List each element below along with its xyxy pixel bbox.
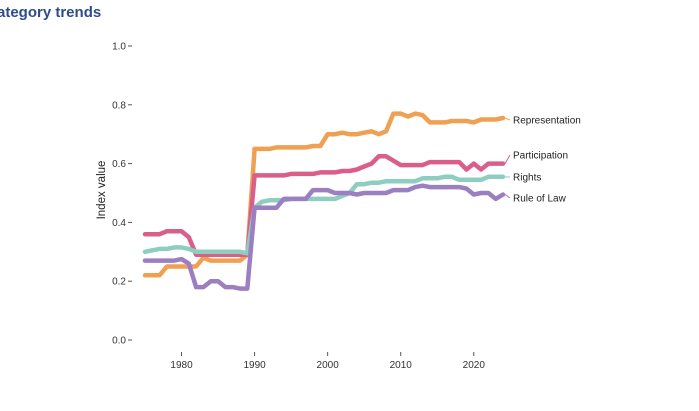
legend-connector xyxy=(504,117,511,121)
chart-title: ategory trends xyxy=(0,4,102,21)
x-tick-label: 1990 xyxy=(243,360,266,371)
x-tick-label: 2020 xyxy=(463,360,486,371)
y-axis-title: Index value xyxy=(96,161,108,220)
y-tick-label: 0.6 xyxy=(112,159,126,170)
y-tick-label: 0.8 xyxy=(112,100,126,111)
legend-connector xyxy=(504,154,511,164)
series-line-rights xyxy=(142,174,506,256)
series-line-participation xyxy=(142,154,506,257)
series-line-representation xyxy=(142,111,506,278)
y-axis: 0.0 0.2 0.4 0.6 0.8 1.0 xyxy=(112,42,132,347)
legend-label-rule-of-law: Rule of Law xyxy=(513,194,567,205)
legend-label-rights: Rights xyxy=(513,173,541,184)
legend-label-representation: Representation xyxy=(513,116,581,127)
series-lines xyxy=(142,111,506,291)
x-tick-label: 1980 xyxy=(170,360,193,371)
x-tick-label: 2010 xyxy=(390,360,413,371)
y-tick-label: 1.0 xyxy=(112,42,126,53)
y-tick-label: 0.2 xyxy=(112,277,126,288)
legend: Representation Participation Rights Rule of… xyxy=(504,116,581,205)
y-tick-label: 0.4 xyxy=(112,218,126,229)
legend-connector xyxy=(504,194,511,199)
legend-label-participation: Participation xyxy=(513,151,568,162)
y-tick-label: 0.0 xyxy=(112,336,126,347)
series-line-rule-of-law xyxy=(142,183,506,291)
x-tick-label: 2000 xyxy=(317,360,340,371)
x-axis: 1980 1990 2000 2010 2020 xyxy=(170,352,485,371)
